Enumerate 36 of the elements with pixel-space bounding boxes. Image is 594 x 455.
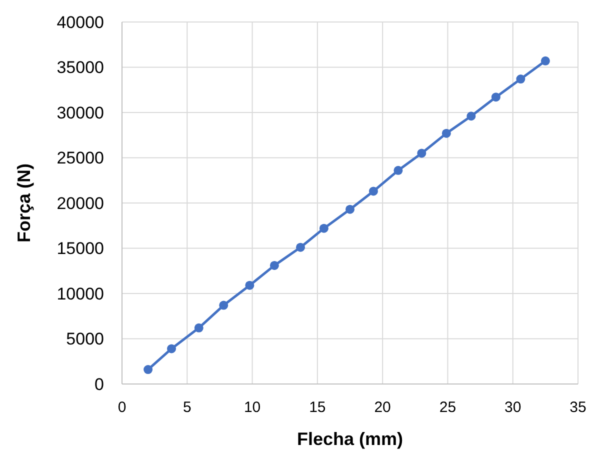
- y-tick-label: 0: [94, 374, 104, 394]
- point: [540, 56, 550, 66]
- point: [270, 260, 279, 270]
- y-tick-label: 30000: [56, 103, 104, 122]
- point: [144, 365, 153, 374]
- point: [394, 166, 403, 175]
- point: [466, 112, 476, 121]
- point: [368, 186, 378, 196]
- point: [167, 344, 176, 354]
- x-tick-label: 10: [244, 399, 261, 416]
- x-tick-label: 25: [439, 399, 456, 416]
- point: [296, 242, 305, 252]
- y-tick-label: 35000: [56, 58, 104, 78]
- y-axis-title: Força (N): [14, 163, 34, 243]
- point: [516, 74, 526, 84]
- y-tick-label: 20000: [56, 194, 104, 213]
- point: [346, 204, 354, 214]
- y-tick-label: 15000: [56, 239, 104, 258]
- x-tick-label: 30: [504, 399, 522, 416]
- point: [417, 148, 426, 158]
- x-tick-label: 35: [570, 399, 586, 416]
- point: [491, 92, 500, 102]
- point: [319, 224, 328, 233]
- x-axis-title: Flecha (mm): [296, 429, 404, 449]
- point: [194, 323, 204, 332]
- y-tick-label: 10000: [56, 284, 104, 304]
- y-tick-label: 25000: [56, 148, 104, 168]
- point: [219, 300, 228, 310]
- point: [442, 128, 451, 138]
- x-tick-label: 20: [374, 399, 391, 416]
- x-tick-label: 15: [309, 399, 326, 416]
- x-tick-label: 5: [182, 399, 192, 416]
- y-tick-label: 5000: [66, 330, 104, 349]
- y-tick-label: 40000: [56, 12, 104, 32]
- x-tick-label: 0: [118, 399, 126, 416]
- point: [245, 280, 254, 290]
